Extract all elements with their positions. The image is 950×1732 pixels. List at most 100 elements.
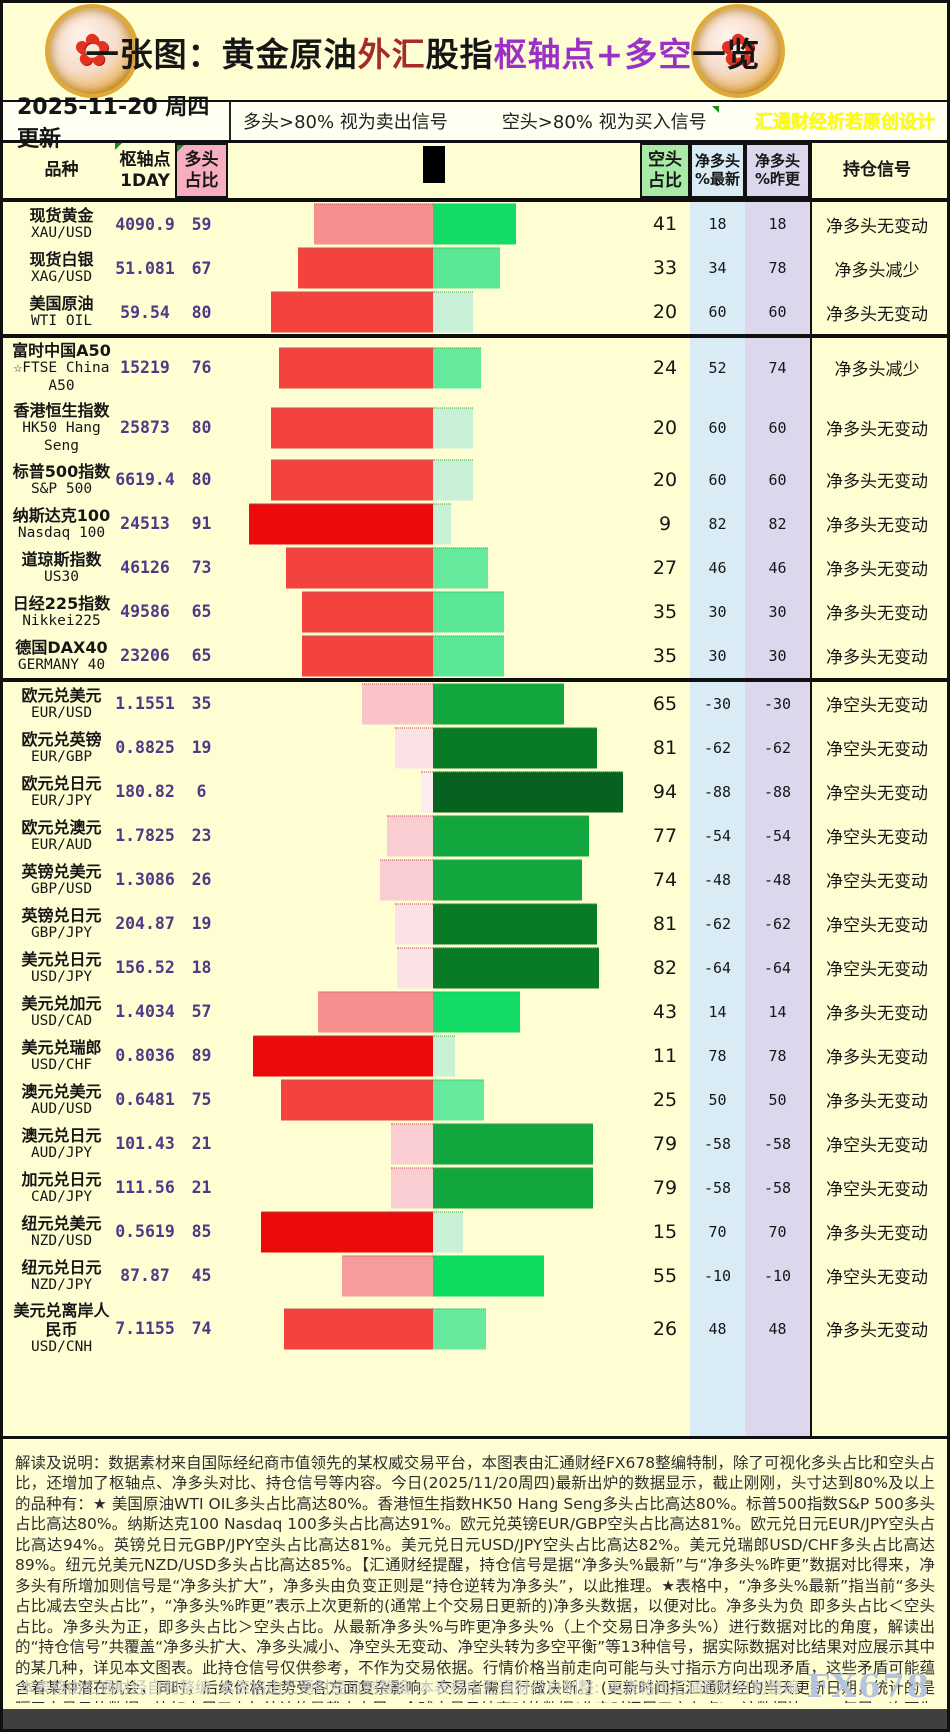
product-name: 美元兑离岸人民币 USD/CNH <box>8 1298 115 1360</box>
short-percent: 35 <box>652 600 678 623</box>
long-bar <box>271 407 433 449</box>
position-signal: 净多头无变动 <box>810 202 942 246</box>
net-long-prev: 60 <box>745 457 810 502</box>
scale-block <box>439 148 441 178</box>
net-long-latest: -58 <box>690 1121 745 1166</box>
long-bar <box>395 727 433 769</box>
title-segment: 一张图：黄金原油 <box>85 34 358 74</box>
scale-block <box>441 148 443 178</box>
product-name: 美国原油 WTI OIL <box>8 291 115 334</box>
short-percent: 94 <box>652 780 678 803</box>
table-row: 纳斯达克100 Nasdaq 100 24513 91 9 82 82 净多头无… <box>3 501 947 546</box>
short-percent: 79 <box>652 1176 678 1199</box>
product-name: 英镑兑日元 GBP/JPY <box>8 903 115 946</box>
net-long-latest: -88 <box>690 769 745 814</box>
net-long-prev: 74 <box>745 338 810 398</box>
table-row: 道琼斯指数 US30 46126 73 27 46 46 净多头无变动 <box>3 545 947 590</box>
product-name: 香港恒生指数 HK50 Hang Seng <box>8 398 115 458</box>
position-signal: 净多头无变动 <box>810 989 942 1034</box>
table-row: 澳元兑日元 AUD/JPY 101.43 21 79 -58 -58 净空头无变… <box>3 1121 947 1166</box>
product-name: 道琼斯指数 US30 <box>8 547 115 590</box>
position-signal: 净多头无变动 <box>810 589 942 634</box>
long-bar <box>302 591 433 633</box>
date-strip: 2025-11-20 周四更新 多头>80% 视为卖出信号 空头>80% 视为买… <box>3 95 947 152</box>
scale-block <box>425 148 427 178</box>
net-long-prev: 46 <box>745 545 810 590</box>
long-short-bar <box>228 1166 640 1210</box>
long-short-bar <box>228 1210 640 1254</box>
net-long-latest: 18 <box>690 202 745 246</box>
long-percent: 74 <box>191 1319 212 1339</box>
product-name-en: Nasdaq 100 <box>17 524 106 541</box>
product-name-cn: 纽元兑日元 <box>21 1257 102 1277</box>
table-body: 现货黄金 XAU/USD 4090.9 59 41 18 18 净多头无变动 现… <box>3 202 947 1360</box>
scale-block <box>429 148 431 178</box>
scale-block <box>433 148 435 178</box>
credits-row: 本表格由汇通财经自制整编 本表格由汇通财经自制整编 本表格由汇通财经自制整: 本… <box>3 1667 947 1705</box>
long-short-bar <box>228 902 640 946</box>
short-bar <box>433 859 582 901</box>
net-long-latest: -48 <box>690 857 745 902</box>
product-name-cn: 欧元兑英镑 <box>21 729 102 749</box>
pivot-value: 156.52 <box>115 958 175 978</box>
position-signal: 净多头无变动 <box>810 1297 942 1360</box>
product-name-cn: 美元兑瑞郎 <box>21 1037 102 1057</box>
net-long-latest: -58 <box>690 1165 745 1210</box>
short-bar <box>433 815 589 857</box>
product-name-cn: 日经225指数 <box>12 593 111 613</box>
short-percent: 33 <box>652 257 678 279</box>
long-bar <box>281 1079 433 1121</box>
product-name-en: WTI OIL <box>30 312 93 329</box>
product-name-en: USD/CHF <box>30 1056 93 1073</box>
long-short-bar <box>228 634 640 678</box>
title-segment: 股指 <box>425 34 494 74</box>
short-percent: 24 <box>652 356 678 379</box>
long-bar <box>249 503 433 545</box>
long-short-bar <box>228 1034 640 1078</box>
net-long-latest: 48 <box>690 1297 745 1360</box>
net-long-prev: 78 <box>745 1033 810 1078</box>
product-name-en: NZD/USD <box>30 1232 93 1249</box>
long-bar <box>279 347 433 389</box>
net-long-prev: 50 <box>745 1077 810 1122</box>
long-percent: 80 <box>191 470 212 490</box>
pivot-value: 46126 <box>120 558 170 578</box>
long-bar <box>261 1211 433 1253</box>
product-name-en: CAD/JPY <box>30 1188 93 1205</box>
product-name: 现货黄金 XAU/USD <box>8 203 115 246</box>
short-percent: 35 <box>652 644 678 667</box>
table-filler-row <box>3 1359 947 1439</box>
pivot-value: 49586 <box>120 602 170 622</box>
net-long-prev: 14 <box>745 989 810 1034</box>
long-short-bar <box>228 246 640 290</box>
short-bar <box>433 1308 486 1350</box>
table-row: 澳元兑美元 AUD/USD 0.6481 75 25 50 50 净多头无变动 <box>3 1077 947 1122</box>
long-bar <box>387 815 433 857</box>
long-percent: 59 <box>191 214 212 234</box>
long-percent: 21 <box>191 1178 212 1198</box>
pivot-value: 24513 <box>120 514 170 534</box>
table-row: 美元兑加元 USD/CAD 1.4034 57 43 14 14 净多头无变动 <box>3 989 947 1034</box>
long-percent: 80 <box>191 302 212 322</box>
table-header: 品种 枢轴点 1DAY 多头 占比 空头 占比 净多头 %最新 净多头 %昨更 … <box>3 143 947 202</box>
net-long-latest: 14 <box>690 989 745 1034</box>
short-percent: 20 <box>652 468 678 491</box>
long-bar <box>362 683 433 725</box>
position-signal: 净空头无变动 <box>810 857 942 902</box>
position-signal: 净多头减少 <box>810 338 942 398</box>
long-short-bar <box>228 682 640 726</box>
scale-block <box>437 148 439 178</box>
long-percent: 89 <box>191 1046 212 1066</box>
pivot-value: 23206 <box>120 646 170 666</box>
product-name: 澳元兑美元 AUD/USD <box>8 1079 115 1122</box>
long-percent: 57 <box>191 1002 212 1022</box>
product-name-cn: 标普500指数 <box>12 461 111 481</box>
product-name-cn: 欧元兑澳元 <box>21 817 102 837</box>
net-long-latest: 30 <box>690 633 745 678</box>
product-name-en: USD/CNH <box>30 1339 93 1356</box>
col-header-pivot: 枢轴点 1DAY <box>115 143 175 198</box>
position-signal: 净多头无变动 <box>810 457 942 502</box>
long-percent: 23 <box>191 826 212 846</box>
long-percent: 91 <box>191 514 212 534</box>
product-name-cn: 现货黄金 <box>29 205 94 225</box>
